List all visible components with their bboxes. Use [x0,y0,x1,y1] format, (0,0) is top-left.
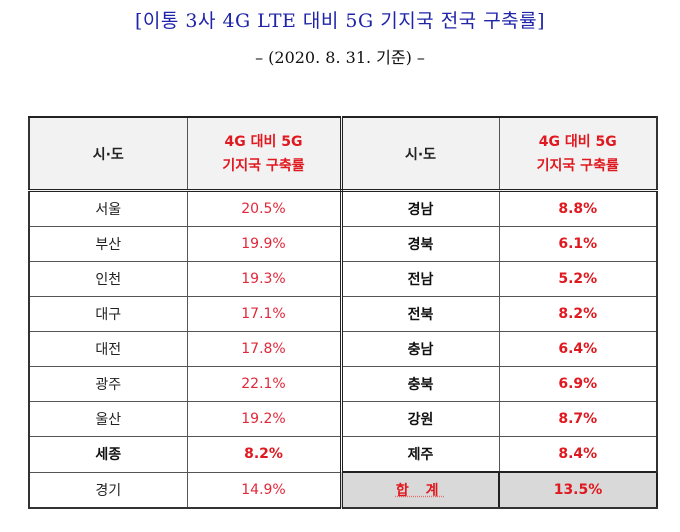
table-row: 대전 17.8% 충남 6.4% [28,331,658,367]
header-rate-line1: 4G 대비 5G [224,133,303,150]
rate-cell: 8.8% [498,190,658,227]
region-cell: 전북 [339,296,500,332]
region-cell: 서울 [28,190,188,227]
header-rate-left: 4G 대비 5G 기지국 구축률 [186,116,343,192]
region-cell: 충남 [339,331,500,367]
table-row: 서울 20.5% 경남 8.8% [28,190,658,227]
region-cell: 울산 [28,401,188,437]
table-row: 부산 19.9% 경북 6.1% [28,226,658,262]
rate-cell: 22.1% [186,366,343,402]
total-label: 합 계 [340,471,500,509]
region-cell: 경북 [339,226,500,262]
region-cell: 강원 [339,401,500,437]
rate-cell: 19.3% [186,261,343,297]
rate-cell: 20.5% [186,190,343,227]
header-region-right: 시·도 [339,116,500,192]
rate-cell: 5.2% [498,261,658,297]
rate-cell: 8.4% [498,436,658,473]
header-rate-right: 4G 대비 5G 기지국 구축률 [498,116,658,192]
buildout-rate-table: 시·도 4G 대비 5G 기지국 구축률 시·도 4G 대비 5G 기지국 구축… [28,116,658,509]
header-rate-line1: 4G 대비 5G [538,133,617,150]
table-row: 광주 22.1% 충북 6.9% [28,366,658,402]
table-row: 세종 8.2% 제주 8.4% [28,436,658,473]
region-cell: 부산 [28,226,188,262]
rate-cell: 19.9% [186,226,343,262]
table-row: 경기 14.9% 합 계 13.5% [28,471,658,509]
header-region-left: 시·도 [28,116,188,192]
rate-cell: 8.2% [186,436,343,473]
rate-cell: 8.2% [498,296,658,332]
region-cell: 충북 [339,366,500,402]
table-row: 인천 19.3% 전남 5.2% [28,261,658,297]
rate-cell: 8.7% [498,401,658,437]
document-title: [이통 3사 4G LTE 대비 5G 기지국 전국 구축률] [134,10,546,32]
table-row: 대구 17.1% 전북 8.2% [28,296,658,332]
rate-cell: 17.8% [186,331,343,367]
table-header-row: 시·도 4G 대비 5G 기지국 구축률 시·도 4G 대비 5G 기지국 구축… [28,116,658,192]
header-rate-line2: 기지국 구축률 [222,157,305,174]
document-subtitle: – (2020. 8. 31. 기준) – [255,48,425,67]
region-cell: 세종 [28,436,188,473]
region-cell: 인천 [28,261,188,297]
rate-cell: 6.9% [498,366,658,402]
rate-cell: 17.1% [186,296,343,332]
region-cell: 경남 [339,190,500,227]
region-cell: 대전 [28,331,188,367]
rate-cell: 19.2% [186,401,343,437]
region-cell: 경기 [28,471,188,509]
header-rate-line2: 기지국 구축률 [536,157,619,174]
rate-cell: 6.4% [498,331,658,367]
region-cell: 제주 [339,436,500,473]
table-row: 울산 19.2% 강원 8.7% [28,401,658,437]
rate-cell: 6.1% [498,226,658,262]
region-cell: 전남 [339,261,500,297]
region-cell: 광주 [28,366,188,402]
region-cell: 대구 [28,296,188,332]
rate-cell: 14.9% [186,471,343,509]
total-rate: 13.5% [498,471,658,509]
